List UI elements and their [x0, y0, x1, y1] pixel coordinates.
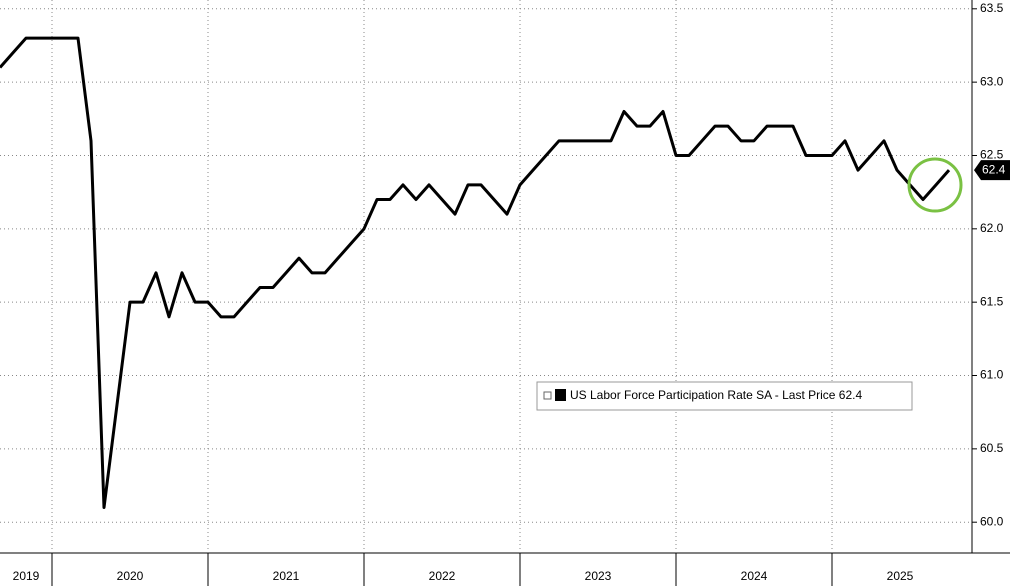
y-tick-label: 63.5	[980, 1, 1004, 15]
highlight-circle	[907, 157, 963, 213]
last-price-label: 62.4	[982, 162, 1006, 176]
y-tick-label: 61.0	[980, 368, 1004, 382]
data-line	[0, 36, 951, 510]
legend: US Labor Force Participation Rate SA - L…	[536, 381, 913, 411]
x-tick-label: 2024	[741, 569, 768, 583]
x-tick-label: 2022	[429, 569, 456, 583]
y-tick-label: 60.5	[980, 441, 1004, 455]
legend-box	[536, 381, 913, 411]
y-tick-label: 61.5	[980, 294, 1004, 308]
legend-swatch	[555, 389, 566, 401]
x-tick-label: 2023	[585, 569, 612, 583]
x-tick-label: 2019	[13, 569, 40, 583]
legend-toggle	[543, 391, 552, 400]
y-tick-label: 62.0	[980, 221, 1004, 235]
x-tick-label: 2025	[887, 569, 914, 583]
x-tick-label: 2021	[273, 569, 300, 583]
y-tick-label: 62.5	[980, 148, 1004, 162]
legend-label: US Labor Force Participation Rate SA - L…	[570, 388, 862, 402]
last-price-tag	[974, 160, 1010, 181]
x-tick-label: 2020	[117, 569, 144, 583]
y-tick-label: 63.0	[980, 74, 1004, 88]
y-tick-label: 60.0	[980, 514, 1004, 528]
